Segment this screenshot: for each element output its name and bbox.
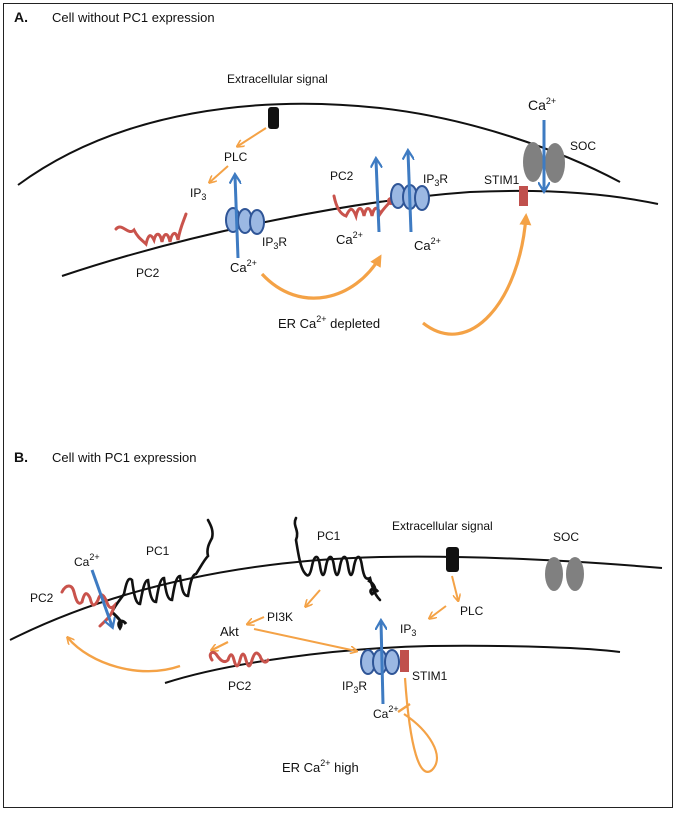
er-membrane-b <box>164 644 621 684</box>
soc-channel-b-right <box>566 557 584 591</box>
pc2-protein-b-left <box>60 584 117 628</box>
ca-release-arrow-a-mid-ip3r <box>408 152 411 233</box>
pc1-label-b-mid: PC1 <box>317 529 341 543</box>
stim1-a <box>519 186 528 206</box>
er-status-label-a: ER Ca2+ depleted <box>278 314 380 331</box>
ip3r-label-b: IP3R <box>342 679 367 695</box>
pc2-protein-a-mid <box>332 194 394 222</box>
ca-label-a-soc: Ca2+ <box>528 96 556 113</box>
pc1-protein-b-mid <box>293 516 382 602</box>
extracellular-receptor-b <box>446 547 459 572</box>
ca-label-a-mid-right: Ca2+ <box>414 236 441 253</box>
plasma-membrane-a <box>17 102 621 186</box>
soc-channel-a-right <box>545 143 565 183</box>
pc1-coil-b-mid <box>367 578 380 596</box>
plc-label-a: PLC <box>224 150 248 164</box>
ca-release-arrow-a-left <box>235 176 238 259</box>
plc-label-b: PLC <box>460 604 484 618</box>
soc-channel-b-left <box>545 557 563 591</box>
ip3-label-a: IP3 <box>190 186 206 202</box>
extracellular-signal-label-a: Extracellular signal <box>227 72 328 86</box>
er-status-label-b: ER Ca2+ high <box>282 758 359 775</box>
akt-label-b: Akt <box>220 624 239 639</box>
stim1-b <box>400 650 409 672</box>
panel-a-title: Cell without PC1 expression <box>52 10 215 25</box>
pc2-protein-b-er <box>208 650 270 668</box>
stim1-label-a: STIM1 <box>484 173 520 187</box>
ca-label-b-pc2: Ca2+ <box>74 552 100 569</box>
pc2-label-a-mid: PC2 <box>330 169 354 183</box>
ca-release-arrow-b <box>381 622 383 705</box>
akt-to-pc2-arrow-b <box>212 641 229 650</box>
ca-label-a-mid-left: Ca2+ <box>336 230 363 247</box>
pc1-label-b-left: PC1 <box>146 544 170 558</box>
figure-frame <box>3 3 673 808</box>
soc-channel-a-left <box>523 142 543 182</box>
pc2-label-b-left: PC2 <box>30 591 54 605</box>
stim1-label-b: STIM1 <box>412 669 448 683</box>
pc2-label-b-er: PC2 <box>228 679 252 693</box>
ca-label-b-er: Ca2+ <box>373 704 399 721</box>
pc2-feedback-arrow-b <box>68 638 181 673</box>
pc1-protein-b-left <box>110 518 214 614</box>
pc2-label-a-left: PC2 <box>136 266 160 280</box>
ca-label-a-er-left: Ca2+ <box>230 258 257 275</box>
ip3r-channel-a-left <box>225 207 265 235</box>
ca-inhibition-loop-b <box>403 677 438 773</box>
panel-a: A. Cell without PC1 expression Extracell… <box>14 9 659 336</box>
er-depletion-arrow-a <box>422 213 532 336</box>
ip3r-channel-b <box>360 649 400 675</box>
panel-b: B. Cell with PC1 expression PC1 PC2 Ca2+… <box>9 449 663 775</box>
panel-b-title: Cell with PC1 expression <box>52 450 197 465</box>
akt-to-ip3r-arrow-b <box>253 628 356 651</box>
plc-to-ip3-arrow-a <box>210 165 229 182</box>
soc-label-b: SOC <box>553 530 579 544</box>
extracellular-receptor-a <box>268 107 279 129</box>
pi3k-to-akt-arrow-b <box>248 616 265 624</box>
ip3r-label-a-mid: IP3R <box>423 172 448 188</box>
ca-arrow-b-pc2 <box>90 569 112 626</box>
plasma-membrane-b <box>9 555 663 641</box>
panel-b-letter: B. <box>14 449 28 465</box>
pc2-protein-a-left <box>114 212 188 247</box>
pc1-to-pi3k-arrow-b <box>306 589 321 606</box>
receptor-to-plc-arrow-b <box>451 575 458 600</box>
extracellular-signal-label-b: Extracellular signal <box>392 519 493 533</box>
ca-inhibition-bar-b <box>397 703 411 713</box>
receptor-to-plc-arrow-a <box>238 127 267 146</box>
ca-release-arrow-a-mid-pc2 <box>376 160 379 233</box>
plc-to-ip3-arrow-b <box>430 605 447 618</box>
ca-flow-arrow-a-mid <box>260 254 382 300</box>
ip3r-label-a-left: IP3R <box>262 235 287 251</box>
pc1-coil-b-left <box>110 610 128 631</box>
soc-label-a: SOC <box>570 139 596 153</box>
ip3-label-b: IP3 <box>400 622 416 638</box>
panel-a-letter: A. <box>14 9 28 25</box>
pi3k-label-b: PI3K <box>267 610 293 624</box>
